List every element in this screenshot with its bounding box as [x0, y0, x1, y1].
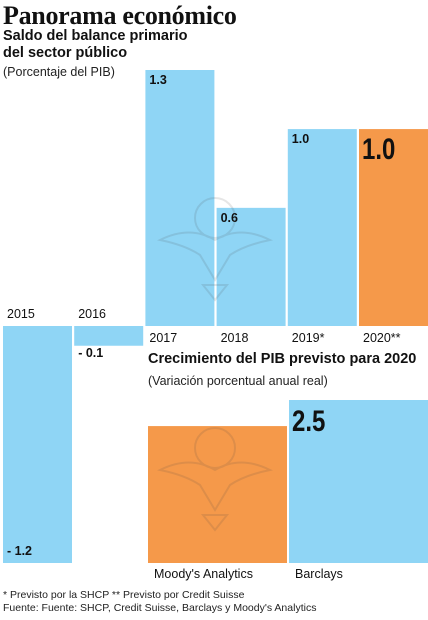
- chart-2-unit-note: (Variación porcentual anual real): [148, 374, 328, 388]
- growth-bar-0: [148, 426, 287, 563]
- bar-2017: [145, 70, 215, 326]
- category-label-2020**: 2020**: [363, 331, 401, 345]
- chart-2-title: Crecimiento del PIB previsto para 2020: [148, 351, 417, 367]
- chart-1-subtitle: Saldo del balance primario del sector pú…: [3, 28, 188, 61]
- source-note: Fuente: Fuente: SHCP, Credit Suisse, Bar…: [3, 602, 317, 614]
- footnote: * Previsto por la SHCP ** Previsto por C…: [3, 589, 245, 601]
- chart-1-unit-note: (Porcentaje del PIB): [3, 65, 115, 79]
- value-label-2016: - 0.1: [78, 346, 103, 360]
- value-label-2017: 1.3: [149, 73, 166, 87]
- value-label-2019*: 1.0: [292, 132, 309, 146]
- bar-2020**: [359, 129, 428, 326]
- bar-2018: [216, 207, 286, 326]
- bar-2015: [3, 326, 72, 563]
- growth-category-label-1: Barclays: [295, 567, 343, 581]
- value-label-2015: - 1.2: [7, 544, 32, 558]
- page-title: Panorama económico: [3, 1, 237, 30]
- bar-2019*: [287, 129, 357, 326]
- category-label-2016: 2016: [78, 307, 106, 321]
- category-label-2015: 2015: [7, 307, 35, 321]
- category-label-2019*: 2019*: [292, 331, 325, 345]
- growth-value-label-1: 2.5: [292, 403, 325, 437]
- bar-2016: [74, 326, 144, 346]
- growth-bar-1: [289, 400, 428, 563]
- growth-category-label-0: Moody's Analytics: [154, 567, 253, 581]
- category-label-2018: 2018: [221, 331, 249, 345]
- category-label-2017: 2017: [149, 331, 177, 345]
- value-label-2020**: 1.0: [362, 131, 395, 165]
- value-label-2018: 0.6: [221, 211, 238, 225]
